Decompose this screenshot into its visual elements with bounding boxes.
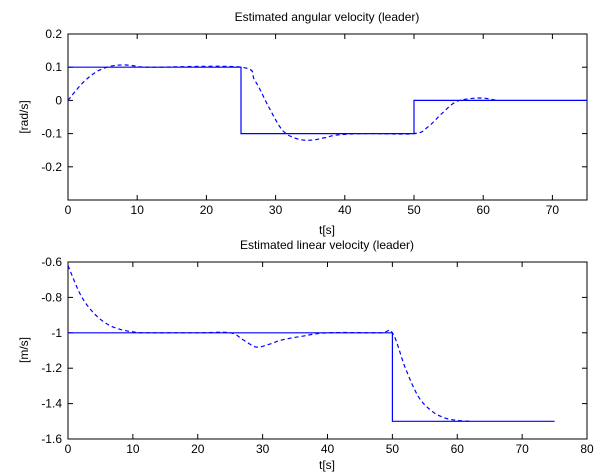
y-tick-label: -0.1: [41, 127, 62, 141]
x-tick-label: 20: [200, 203, 214, 217]
x-tick-label: 40: [321, 442, 335, 456]
chart-angular-velocity: Estimated angular velocity (leader) t[s]…: [17, 10, 588, 237]
x-tick-label: 10: [126, 442, 140, 456]
y-tick-label: 0.1: [45, 60, 62, 74]
x-tick-label: 60: [451, 442, 465, 456]
chart-title: Estimated linear velocity (leader): [240, 238, 414, 252]
chart-title: Estimated angular velocity (leader): [235, 10, 420, 24]
x-axis-label: t[s]: [319, 458, 335, 472]
y-tick-label: -1: [51, 326, 62, 340]
y-tick-label: -0.8: [41, 290, 62, 304]
y-axis-label: [rad/s]: [17, 100, 31, 133]
plot-area: [67, 261, 588, 440]
y-tick-label: -1.6: [41, 432, 62, 446]
y-tick-label: -0.6: [41, 255, 62, 269]
x-tick-label: 70: [515, 442, 529, 456]
x-tick-label: 50: [386, 442, 400, 456]
y-tick-label: -1.4: [41, 397, 62, 411]
x-tick-label: 30: [256, 442, 270, 456]
ticks: 0 10 20 30 40 50 60 70 80 -0.6 -0.8 -1 -1.2 -1.4 -1.6: [41, 255, 594, 456]
x-tick-label: 0: [65, 203, 72, 217]
series-reference-line: [68, 66, 587, 135]
x-tick-label: 10: [131, 203, 145, 217]
x-tick-label: 50: [407, 203, 421, 217]
x-tick-label: 40: [338, 203, 352, 217]
y-axis-label: [m/s]: [17, 337, 31, 363]
y-tick-label: -1.2: [41, 361, 62, 375]
x-tick-label: 20: [191, 442, 205, 456]
y-tick-label: -0.2: [41, 160, 62, 174]
series-group: [67, 64, 587, 141]
series-estimated-line: [67, 265, 471, 422]
x-tick-label: 80: [580, 442, 594, 456]
series-group: [67, 265, 555, 422]
series-estimated-line: [67, 64, 498, 141]
plot-area: [67, 33, 588, 201]
x-axis-label: t[s]: [319, 223, 335, 237]
chart-linear-velocity: Estimated linear velocity (leader) t[s] …: [17, 238, 594, 472]
x-tick-label: 60: [477, 203, 491, 217]
ticks: 0 10 20 30 40 50 60 70 0.2 0.1 0 -0.1 -0.2: [41, 27, 587, 217]
x-tick-label: 30: [269, 203, 283, 217]
y-tick-label: 0.2: [45, 27, 62, 41]
y-tick-label: 0: [55, 93, 62, 107]
x-tick-label: 0: [65, 442, 72, 456]
x-tick-label: 70: [546, 203, 560, 217]
